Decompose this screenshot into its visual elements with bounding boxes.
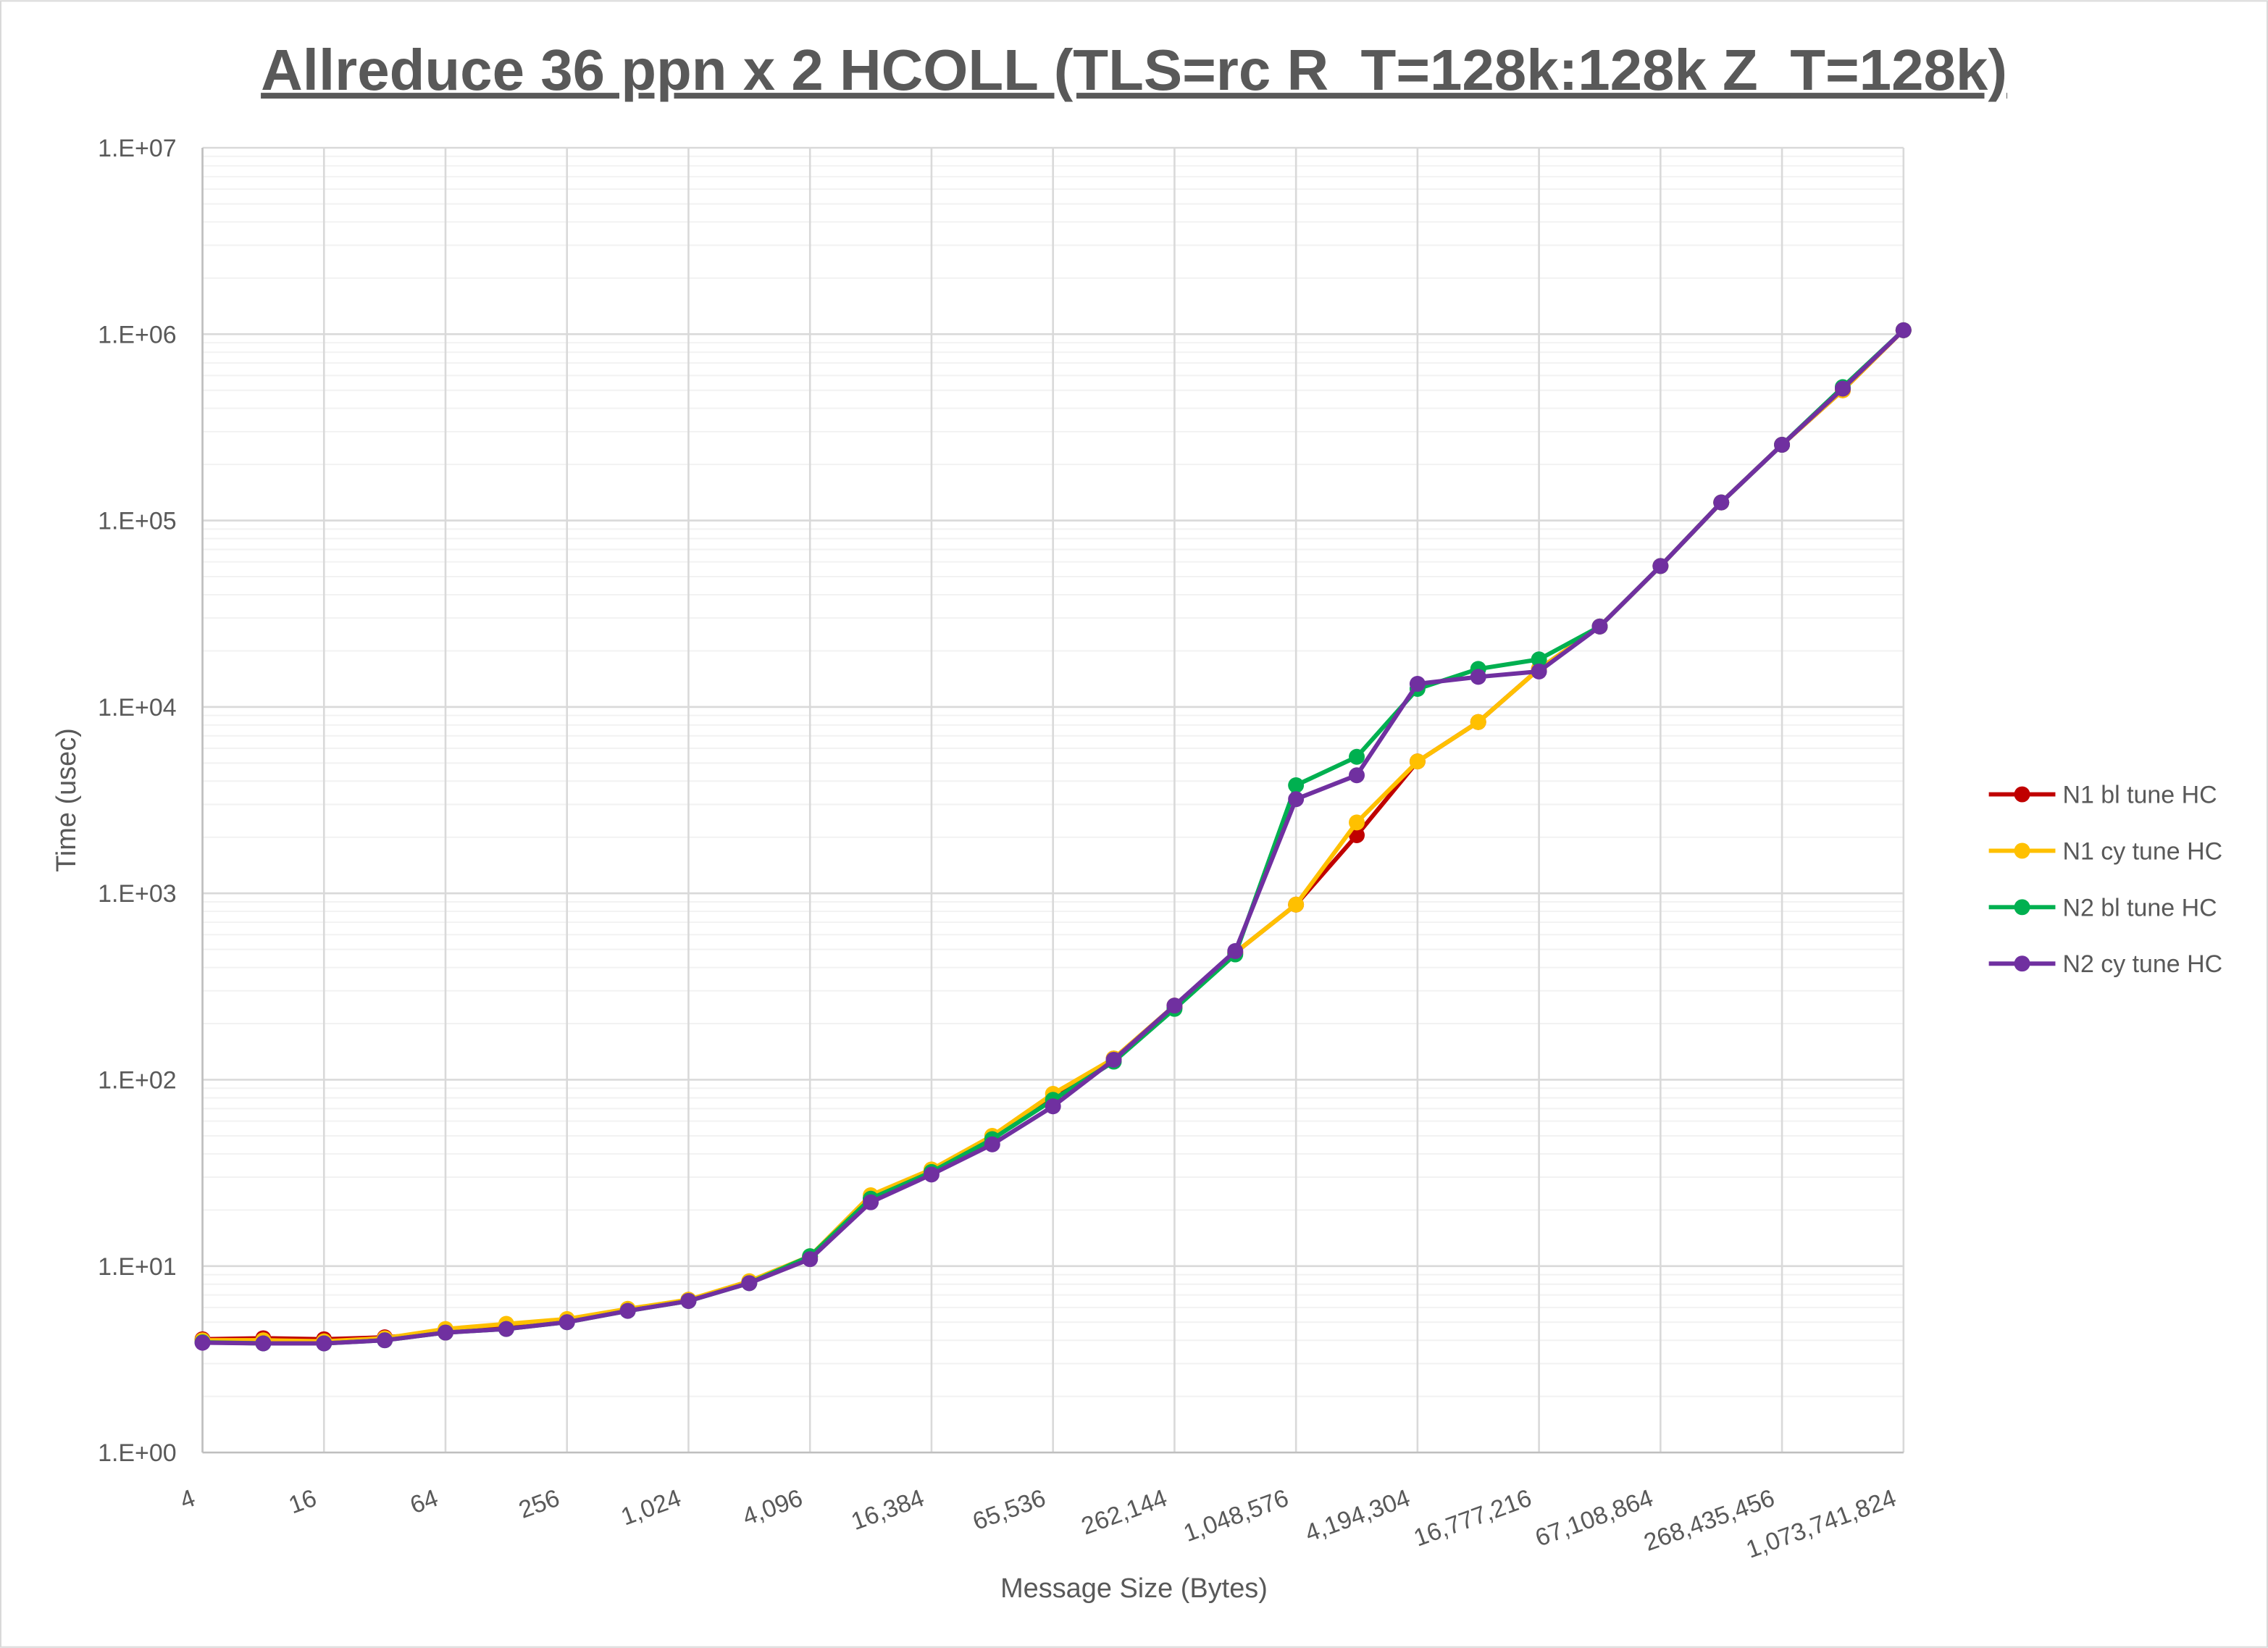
y-tick-label: 1.E+01 <box>98 1253 177 1281</box>
data-point <box>1045 1098 1061 1115</box>
legend-marker <box>2014 842 2030 859</box>
x-axis-label: Message Size (Bytes) <box>1000 1573 1268 1604</box>
legend-marker <box>2014 899 2030 916</box>
data-point <box>1470 669 1486 685</box>
data-point <box>1349 814 1365 831</box>
legend: N1 bl tune HC N1 cy tune HC N2 bl tune HC N… <box>1988 782 2222 978</box>
legend-item: N1 cy tune HC <box>1988 837 2222 865</box>
legend-label: N1 cy tune HC <box>2062 837 2222 865</box>
y-tick-label: 1.E+06 <box>98 321 177 348</box>
data-point <box>1470 714 1486 730</box>
data-point <box>1895 322 1912 338</box>
data-point <box>1105 1051 1122 1068</box>
legend-item: N2 cy tune HC <box>1988 950 2222 978</box>
data-point <box>1288 777 1305 794</box>
data-point <box>1591 618 1608 635</box>
data-point <box>1166 997 1183 1014</box>
data-point <box>680 1292 697 1309</box>
data-point <box>923 1166 940 1183</box>
data-point <box>1349 748 1365 765</box>
data-point <box>255 1335 272 1352</box>
series-n2-cy-tune-hc <box>194 322 1912 1352</box>
legend-label: N1 bl tune HC <box>2062 782 2217 809</box>
y-tick-label: 1.E+05 <box>98 508 177 535</box>
legend-marker <box>2014 955 2030 972</box>
y-tick-label: 1.E+00 <box>98 1439 177 1467</box>
data-point <box>1834 380 1851 397</box>
data-point <box>1531 663 1547 679</box>
data-point <box>619 1302 636 1319</box>
data-point <box>863 1194 879 1210</box>
data-point <box>558 1314 575 1331</box>
data-point <box>438 1324 454 1341</box>
y-tick-labels: 1.E+00 1.E+01 1.E+02 1.E+03 1.E+04 1.E+05 1.E+… <box>98 135 177 1467</box>
data-point <box>741 1275 758 1292</box>
y-tick-label: 1.E+02 <box>98 1066 177 1094</box>
legend-label: N2 bl tune HC <box>2062 894 2217 921</box>
y-tick-label: 1.E+03 <box>98 880 177 908</box>
data-point <box>498 1321 514 1337</box>
data-point <box>194 1334 211 1351</box>
legend-item: N1 bl tune HC <box>1988 782 2217 809</box>
y-axis-label: Time (usec) <box>51 728 82 872</box>
data-point <box>316 1335 332 1352</box>
data-point <box>1774 437 1791 453</box>
gridlines <box>201 146 1905 1454</box>
legend-label: N2 cy tune HC <box>2062 950 2222 978</box>
data-point <box>1713 494 1730 511</box>
y-tick-label: 1.E+07 <box>98 135 177 162</box>
legend-item: N2 bl tune HC <box>1988 894 2217 921</box>
data-point <box>1288 896 1305 913</box>
data-point <box>802 1251 819 1268</box>
data-point <box>1288 791 1305 808</box>
series-lines <box>194 322 1912 1352</box>
data-point <box>984 1136 1000 1153</box>
data-point <box>1409 753 1426 770</box>
data-point <box>1531 651 1547 668</box>
chart-title: Allreduce 36 ppn x 2 HCOLL (TLS=rc R_T=1… <box>261 38 2007 102</box>
data-point <box>1349 767 1365 784</box>
data-point <box>1652 558 1669 574</box>
data-point <box>1409 676 1426 693</box>
legend-marker <box>2014 786 2030 803</box>
data-point <box>377 1332 393 1349</box>
data-point <box>1227 942 1244 959</box>
y-tick-label: 1.E+04 <box>98 694 177 721</box>
